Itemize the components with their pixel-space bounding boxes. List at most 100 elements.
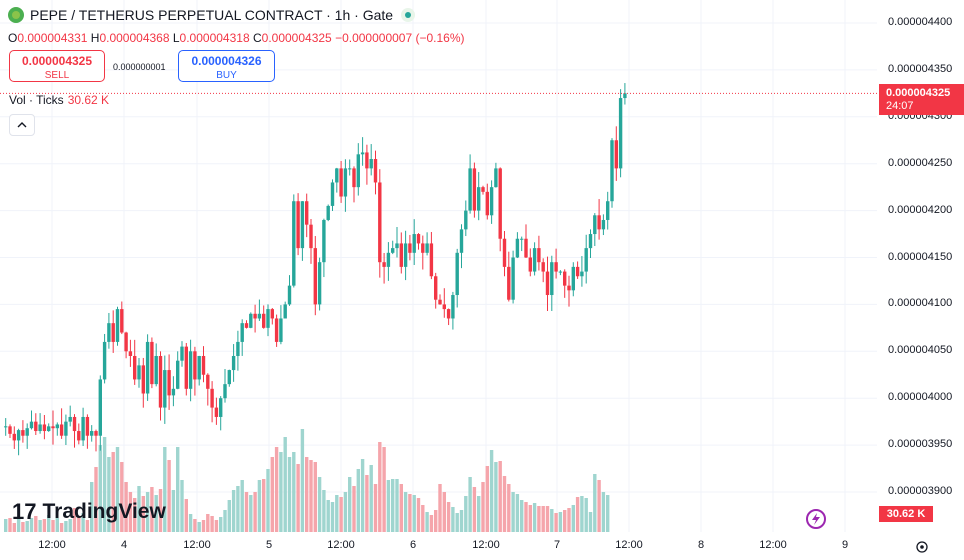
x-tick-label: 12:00 bbox=[759, 539, 787, 551]
candle-body bbox=[317, 262, 322, 305]
volume-badge: 30.62 K bbox=[879, 506, 933, 522]
volume-bar bbox=[94, 467, 98, 532]
volume-bar bbox=[120, 462, 124, 532]
volume-bar bbox=[262, 479, 266, 532]
volume-bar bbox=[25, 521, 29, 532]
volume-bar bbox=[537, 506, 541, 532]
volume-bar bbox=[606, 495, 610, 532]
volume-bar bbox=[12, 523, 16, 532]
chart-title[interactable]: PEPE / TETHERUS PERPETUAL CONTRACT · 1h … bbox=[30, 7, 394, 23]
candle-body bbox=[584, 248, 588, 272]
candle-body bbox=[184, 346, 188, 389]
candle-body bbox=[446, 309, 451, 319]
candle-body bbox=[391, 248, 395, 253]
candle-body bbox=[287, 285, 292, 305]
volume-value: 30.62 K bbox=[67, 93, 110, 107]
sell-label: SELL bbox=[44, 70, 70, 81]
buy-button[interactable]: 0.000004326 BUY bbox=[178, 50, 275, 82]
chart-header: PEPE / TETHERUS PERPETUAL CONTRACT · 1h … bbox=[8, 7, 416, 23]
volume-bar bbox=[477, 496, 481, 532]
candle-body bbox=[434, 276, 438, 300]
candle-body bbox=[85, 416, 90, 436]
candle-body bbox=[373, 159, 378, 183]
candle-body bbox=[4, 426, 8, 428]
candle-body bbox=[386, 252, 391, 267]
volume-bar bbox=[326, 500, 330, 532]
candle-body bbox=[150, 341, 154, 385]
candle-body bbox=[141, 365, 145, 394]
candle-body bbox=[360, 152, 365, 155]
volume-bar bbox=[305, 457, 309, 532]
sell-button[interactable]: 0.000004325 SELL bbox=[9, 50, 105, 82]
candle-body bbox=[219, 398, 223, 417]
candle-body bbox=[429, 243, 434, 277]
volume-bar bbox=[244, 492, 249, 532]
candle-body bbox=[322, 219, 326, 263]
candle-body bbox=[231, 355, 236, 371]
candle-body bbox=[38, 424, 42, 432]
x-tick-label: 12:00 bbox=[183, 539, 211, 551]
volume-bar bbox=[425, 512, 429, 532]
candle-body bbox=[593, 215, 597, 235]
volume-bar bbox=[253, 492, 257, 532]
tradingview-logo[interactable]: 17 TradingView bbox=[12, 499, 166, 525]
market-open-status-icon bbox=[401, 8, 416, 22]
volume-bar bbox=[348, 477, 352, 532]
x-tick-label: 12:00 bbox=[327, 539, 355, 551]
candle-body bbox=[451, 295, 455, 319]
candle-body bbox=[494, 168, 498, 188]
buy-label: BUY bbox=[216, 70, 237, 81]
volume-bar bbox=[597, 480, 601, 532]
volume-bar bbox=[468, 477, 472, 532]
candle-body bbox=[356, 154, 360, 188]
volume-bar bbox=[360, 459, 365, 532]
volume-bar bbox=[206, 514, 210, 532]
candle-body bbox=[489, 187, 494, 216]
y-tick-label: 0.000004250 bbox=[888, 156, 953, 169]
volume-bar bbox=[188, 514, 193, 532]
volume-bar bbox=[429, 515, 434, 532]
volume-bar bbox=[339, 497, 343, 532]
candle-body bbox=[249, 313, 253, 328]
volume-bar bbox=[352, 486, 356, 532]
x-tick-label: 6 bbox=[409, 539, 417, 551]
candle-body bbox=[623, 93, 627, 99]
candle-body bbox=[270, 309, 274, 319]
candle-body bbox=[102, 341, 107, 380]
candle-body bbox=[34, 421, 38, 432]
candle-body bbox=[541, 262, 545, 272]
candle-body bbox=[305, 201, 309, 225]
candle-body bbox=[597, 215, 601, 230]
volume-bar bbox=[81, 513, 85, 532]
spread-value: 0.000000001 bbox=[113, 62, 166, 72]
candle-body bbox=[201, 355, 206, 375]
candle-body bbox=[266, 309, 270, 328]
volume-bar bbox=[403, 492, 408, 532]
volume-bar bbox=[279, 452, 283, 532]
lightning-icon[interactable] bbox=[806, 509, 826, 529]
volume-bar bbox=[133, 498, 137, 532]
candle-body bbox=[550, 262, 554, 296]
volume-bar bbox=[300, 429, 305, 532]
volume-bar bbox=[219, 517, 223, 532]
volume-bar bbox=[382, 447, 386, 532]
volume-bar bbox=[128, 492, 133, 532]
volume-bar bbox=[481, 482, 485, 532]
x-tick-label: 12:00 bbox=[38, 539, 66, 551]
collapse-legend-button[interactable] bbox=[9, 114, 35, 136]
candle-body bbox=[472, 168, 477, 211]
volume-bar bbox=[21, 522, 25, 532]
candle-body bbox=[72, 416, 77, 432]
candle-body bbox=[575, 266, 580, 277]
volume-bar bbox=[356, 469, 360, 532]
low-value: 0.000004318 bbox=[179, 31, 250, 45]
volume-bar bbox=[292, 452, 296, 532]
x-tick-label: 12:00 bbox=[472, 539, 500, 551]
volume-legend: Vol · Ticks 30.62 K bbox=[9, 93, 109, 107]
candle-body bbox=[274, 318, 279, 342]
close-value: 0.000004325 bbox=[261, 31, 332, 45]
y-tick-label: 0.000003900 bbox=[888, 485, 953, 497]
candle-body bbox=[124, 332, 128, 352]
settings-icon[interactable] bbox=[915, 540, 929, 559]
